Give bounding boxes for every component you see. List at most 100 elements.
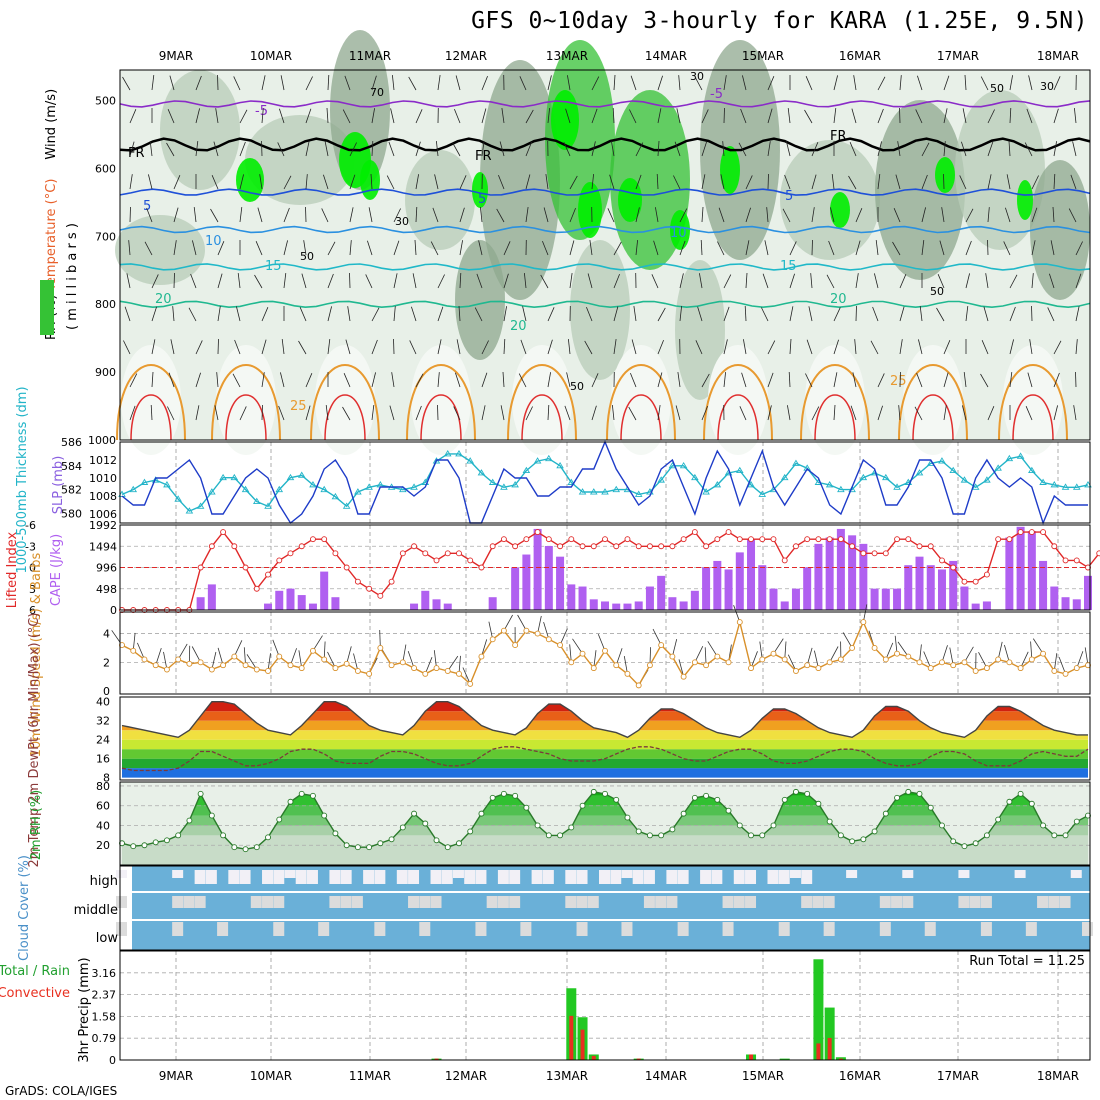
date-label-bottom: 11MAR: [349, 1069, 391, 1083]
cloud-mid-gap: [183, 896, 195, 908]
lifted-index-point: [703, 543, 710, 550]
wind-speed-point: [298, 665, 305, 672]
cape-bar: [803, 567, 812, 610]
wind-barb: [679, 240, 686, 256]
wind-barb: [393, 338, 395, 355]
lifted-index-point: [545, 536, 552, 543]
wind-barb: [168, 372, 175, 388]
wind-barb: [283, 240, 288, 256]
cape-bar: [791, 588, 800, 610]
wind-barb: [261, 140, 263, 157]
wind-barb: [965, 273, 970, 289]
wind-barb: [496, 208, 505, 223]
temp-band-4: [122, 730, 1088, 740]
wind-barb-10m: [312, 635, 323, 652]
wind-barb: [481, 141, 485, 157]
wind-barb: [877, 174, 881, 190]
wind-barb: [828, 240, 835, 256]
cloud-mid-gap: [655, 896, 667, 908]
wind-speed-point: [815, 665, 822, 672]
cape-bar: [275, 590, 284, 610]
rh2m-point: [916, 790, 923, 797]
lifted-index-point: [377, 592, 384, 599]
lifted-index-point: [1051, 543, 1058, 550]
cloud-low-gap: [520, 922, 532, 936]
cape-bar: [713, 560, 722, 610]
wind-barb: [326, 107, 329, 124]
wind-barb: [151, 371, 154, 388]
cloud-axis-label: Cloud Cover (%): [17, 855, 32, 961]
wind-barb-10m: [919, 644, 922, 663]
lifted-index-point: [961, 578, 968, 585]
wind-barb: [1053, 340, 1062, 355]
cape-bar: [814, 543, 823, 610]
wind-barb: [915, 109, 923, 124]
cape-tick: 0: [110, 604, 117, 617]
wind-barb-10m: [267, 653, 271, 672]
wind-barb: [217, 273, 223, 289]
cape-bar: [601, 601, 609, 610]
thickness-point: [747, 481, 755, 488]
wind-barb: [305, 76, 313, 91]
lifted-index-point: [500, 536, 507, 543]
cape-bar: [567, 584, 576, 610]
lifted-tick: -6: [25, 519, 36, 532]
precip-tick: 0.79: [92, 1032, 117, 1045]
precip-total-bar: [779, 1058, 790, 1060]
wind-barb: [564, 405, 571, 421]
rh-high-shade-3: [578, 182, 602, 238]
cape-bar: [836, 528, 845, 610]
lifted-index-point: [354, 578, 361, 585]
wind-barb-10m: [941, 645, 948, 663]
lifted-index-point: [759, 536, 766, 543]
wind-barb: [679, 273, 684, 289]
wind-barb-10m: [593, 650, 597, 669]
thickness-tick: 586: [61, 436, 82, 449]
thickness-point: [533, 457, 542, 464]
wind-barb: [151, 274, 159, 289]
wind-barb: [767, 76, 775, 91]
thickness-point: [331, 492, 340, 500]
wind-barb: [899, 107, 901, 124]
precip-tick: 2.37: [92, 989, 117, 1002]
precip-convective-bar: [816, 1043, 821, 1060]
wind-barb: [635, 240, 638, 256]
cape-bar: [657, 575, 666, 610]
wind-barb: [569, 240, 575, 256]
rh2m-point: [231, 844, 238, 851]
wind-barb-10m: [623, 656, 628, 674]
rh2m-point: [871, 828, 878, 835]
isotherm-line-4: [119, 263, 1091, 271]
wind-barb-10m: [704, 647, 707, 666]
lifted-index-point: [983, 571, 990, 578]
cloud-low-gap: [116, 922, 127, 936]
wind-barb: [918, 339, 923, 355]
cloud-high-gap: [599, 870, 610, 884]
rh2m-point: [343, 842, 350, 849]
cloud-low-gap: [318, 922, 330, 936]
cloud-high-gap: [767, 870, 779, 884]
wind-speed-point: [781, 656, 788, 663]
pressure-tick: 500: [95, 95, 116, 108]
date-label-top: 17MAR: [937, 49, 979, 63]
wind-barb-10m: [733, 605, 741, 623]
wind-speed-point: [860, 619, 867, 626]
wind-speed-point: [624, 670, 631, 677]
wind-barb: [630, 75, 637, 91]
wind-barb-10m: [1076, 651, 1084, 669]
rh2m-point: [197, 790, 204, 797]
boundary-layer-cell-0: [121, 345, 181, 455]
wind-speed-point: [983, 665, 990, 672]
wind-barb: [195, 405, 200, 421]
wind-speed-point: [849, 645, 856, 651]
thickness-point: [1028, 466, 1036, 474]
wind-barb: [453, 406, 461, 421]
wind-barb: [129, 109, 137, 124]
rh2m-point: [837, 832, 844, 839]
lifted-index-point: [242, 564, 249, 571]
precip-convective-bar: [636, 1058, 641, 1060]
cloud-mid-gap: [733, 896, 745, 908]
cape-bar: [623, 603, 632, 610]
wind-speed-point: [163, 666, 170, 673]
wind-barb: [327, 273, 334, 289]
